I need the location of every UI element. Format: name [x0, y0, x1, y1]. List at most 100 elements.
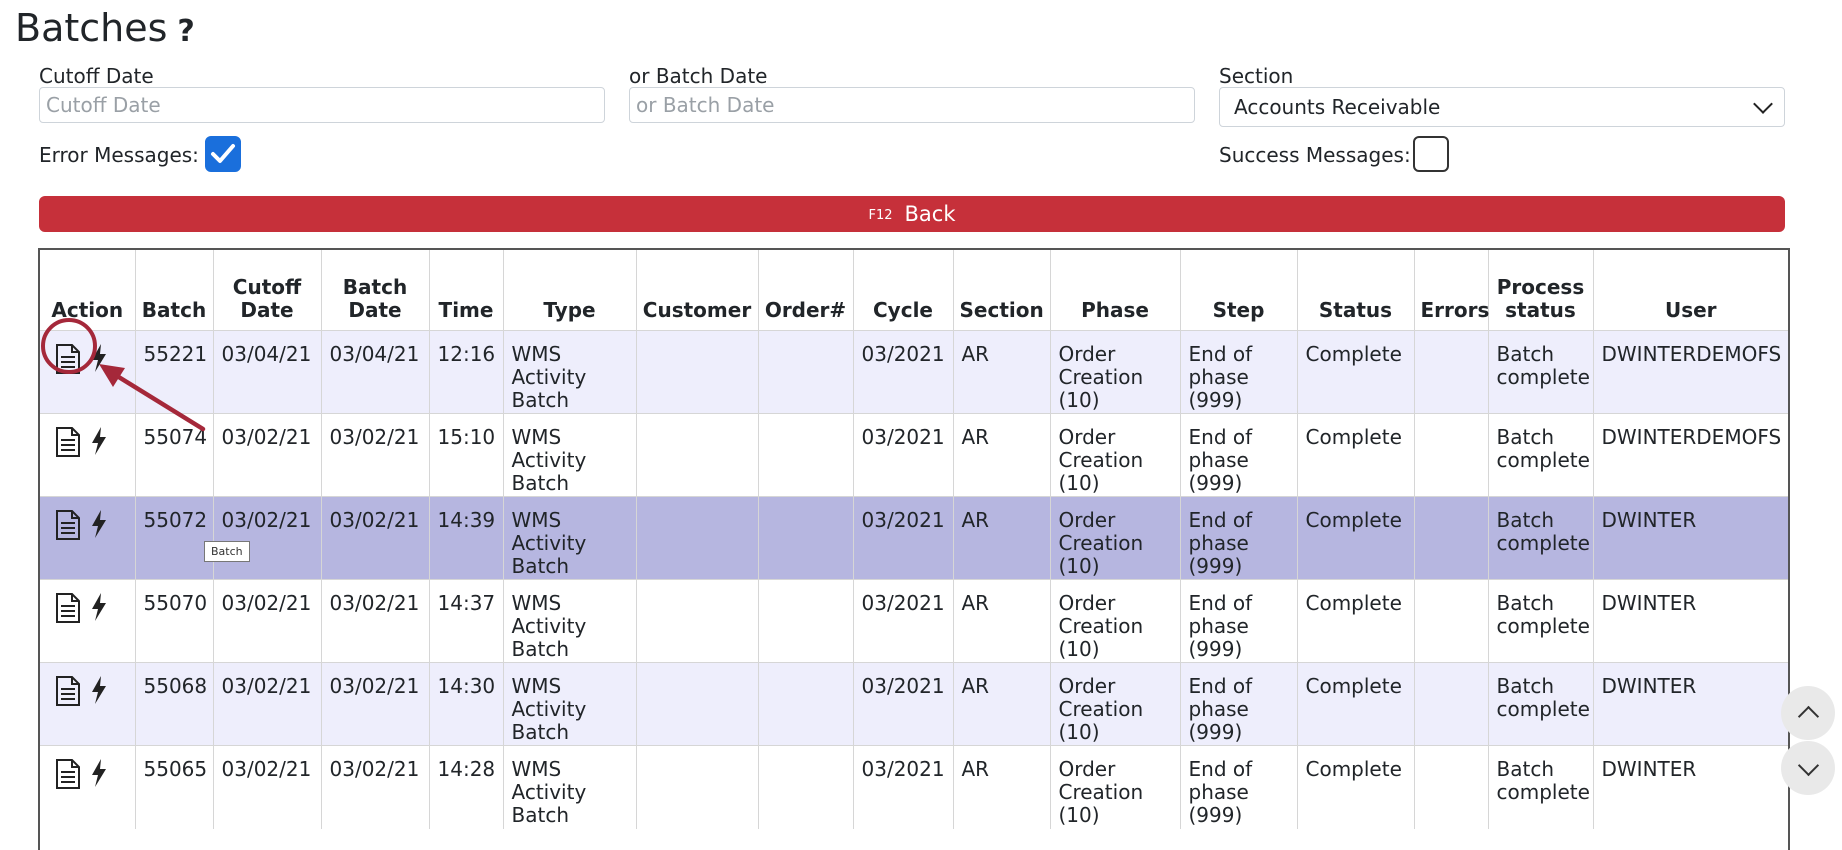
column-header[interactable]: Action [40, 250, 136, 331]
batch-date-input[interactable] [629, 87, 1195, 123]
table-row[interactable]: 55070 03/02/21 03/02/21 14:37 WMS Activity B… [40, 579, 1788, 663]
section-select-value: Accounts Receivable [1234, 95, 1441, 119]
document-icon[interactable] [54, 591, 82, 623]
column-header[interactable]: Order# [758, 250, 854, 331]
cell-status: Complete [1297, 745, 1415, 829]
cell-section: AR [953, 662, 1051, 746]
cell-batch: 55074 [135, 413, 214, 497]
cell-cycle: 03/2021 [853, 330, 954, 414]
document-icon[interactable] [54, 508, 82, 540]
action-cell [40, 579, 136, 663]
cell-batch-date: 03/02/21 [321, 413, 430, 497]
lightning-icon[interactable] [90, 342, 108, 372]
cell-user: DWINTER [1593, 579, 1788, 663]
cell-status: Complete [1297, 413, 1415, 497]
cell-batch: 55065 [135, 745, 214, 829]
cell-cutoff: 03/02/21 [213, 413, 322, 497]
column-header[interactable]: Errors [1414, 250, 1489, 331]
cell-time: 14:37 [429, 579, 504, 663]
cutoff-date-label: Cutoff Date [39, 64, 154, 88]
column-header[interactable]: Type [503, 250, 637, 331]
lightning-icon[interactable] [90, 591, 108, 621]
cell-order [758, 413, 854, 497]
cell-step: End of phase (999) [1180, 330, 1298, 414]
table-row[interactable]: 55221 03/04/21 03/04/21 12:16 WMS Activity B… [40, 330, 1788, 414]
column-header[interactable]: Process status [1488, 250, 1594, 331]
cell-process-status: Batch complete [1488, 496, 1594, 580]
section-label: Section [1219, 64, 1294, 88]
document-icon[interactable] [54, 674, 82, 706]
column-header[interactable]: Status [1297, 250, 1415, 331]
section-select[interactable]: Accounts Receivable [1219, 87, 1785, 127]
column-header[interactable]: Customer [636, 250, 759, 331]
table-row[interactable]: 55072 03/02/21 03/02/21 14:39 WMS Activity B… [40, 496, 1788, 580]
column-header[interactable]: Cycle [853, 250, 954, 331]
column-header[interactable]: Phase [1050, 250, 1181, 331]
cell-type: WMS Activity Batch [503, 579, 637, 663]
back-button[interactable]: F12 Back [39, 196, 1785, 232]
cell-errors [1414, 579, 1489, 663]
table-row[interactable]: 55065 03/02/21 03/02/21 14:28 WMS Activity B… [40, 745, 1788, 829]
cell-errors [1414, 330, 1489, 414]
action-cell [40, 745, 136, 829]
cell-cutoff: 03/02/21 [213, 745, 322, 829]
cell-status: Complete [1297, 496, 1415, 580]
column-header[interactable]: Batch [135, 250, 214, 331]
cell-customer [636, 413, 759, 497]
success-messages-checkbox[interactable] [1413, 136, 1449, 172]
page-title: Batches? [15, 6, 195, 50]
lightning-icon[interactable] [90, 425, 108, 455]
cell-customer [636, 496, 759, 580]
cell-batch-date: 03/02/21 [321, 662, 430, 746]
cell-cutoff: 03/02/21 [213, 496, 322, 580]
cell-phase: Order Creation (10) [1050, 496, 1181, 580]
cell-cycle: 03/2021 [853, 579, 954, 663]
column-header[interactable]: Cutoff Date [213, 250, 322, 331]
action-cell [40, 662, 136, 746]
cell-cycle: 03/2021 [853, 662, 954, 746]
success-messages-label: Success Messages: [1219, 143, 1411, 167]
cutoff-date-input[interactable] [39, 87, 605, 123]
cell-step: End of phase (999) [1180, 745, 1298, 829]
table-row[interactable]: 55068 03/02/21 03/02/21 14:30 WMS Activity B… [40, 662, 1788, 746]
cell-errors [1414, 745, 1489, 829]
document-icon[interactable] [54, 425, 82, 457]
column-header[interactable]: Section [953, 250, 1051, 331]
cell-customer [636, 330, 759, 414]
cell-cutoff: 03/04/21 [213, 330, 322, 414]
lightning-icon[interactable] [90, 757, 108, 787]
lightning-icon[interactable] [90, 674, 108, 704]
cell-status: Complete [1297, 330, 1415, 414]
annotation-circle [41, 318, 97, 374]
cell-order [758, 662, 854, 746]
column-header[interactable]: Step [1180, 250, 1298, 331]
column-header[interactable]: User [1664, 298, 1717, 322]
scroll-up-button[interactable] [1781, 686, 1835, 740]
cell-process-status: Batch complete [1488, 413, 1594, 497]
cell-time: 14:28 [429, 745, 504, 829]
cell-process-status: Batch complete [1488, 662, 1594, 746]
column-header[interactable]: Time [429, 250, 504, 331]
cell-type: WMS Activity Batch [503, 496, 637, 580]
cell-batch: 55072 [135, 496, 214, 580]
cell-user: DWINTERDEMOFS [1593, 413, 1788, 497]
lightning-icon[interactable] [90, 508, 108, 538]
cell-status: Complete [1297, 579, 1415, 663]
column-header[interactable]: Batch Date [321, 250, 430, 331]
help-icon[interactable]: ? [177, 14, 195, 49]
cell-order [758, 745, 854, 829]
cell-order [758, 579, 854, 663]
cell-section: AR [953, 413, 1051, 497]
cell-step: End of phase (999) [1180, 413, 1298, 497]
cell-cycle: 03/2021 [853, 745, 954, 829]
cell-section: AR [953, 579, 1051, 663]
error-messages-checkbox[interactable] [205, 136, 241, 172]
cell-step: End of phase (999) [1180, 496, 1298, 580]
document-icon[interactable] [54, 757, 82, 789]
cell-time: 12:16 [429, 330, 504, 414]
scroll-down-button[interactable] [1781, 741, 1835, 795]
chevron-up-icon [1797, 705, 1819, 727]
cell-batch-date: 03/02/21 [321, 496, 430, 580]
table-row[interactable]: 55074 03/02/21 03/02/21 15:10 WMS Activity B… [40, 413, 1788, 497]
cell-cutoff: 03/02/21 [213, 579, 322, 663]
